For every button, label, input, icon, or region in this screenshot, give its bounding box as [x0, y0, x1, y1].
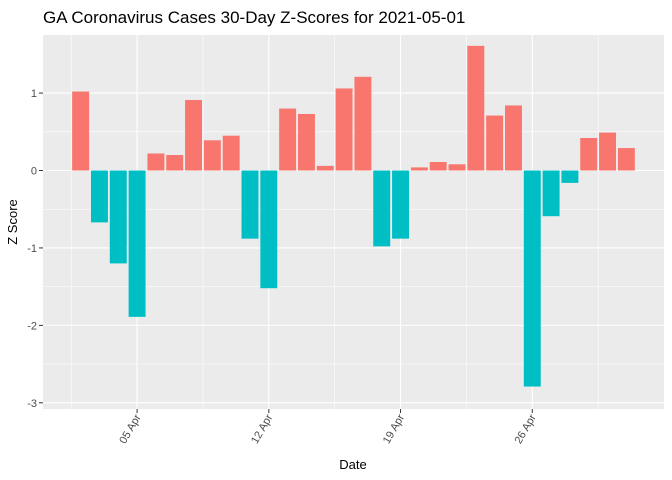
- bars: [72, 45, 635, 387]
- y-tick-label: 0: [31, 166, 37, 178]
- bar: [467, 45, 485, 171]
- bar: [90, 170, 108, 223]
- bar: [241, 170, 259, 239]
- bar: [410, 167, 428, 171]
- x-axis-ticks: 05 Apr 12 Apr 19 Apr 26 Apr: [117, 409, 539, 446]
- bar: [72, 91, 90, 171]
- bar: [523, 170, 541, 387]
- y-tick-label: 1: [31, 88, 37, 100]
- bar: [599, 132, 617, 171]
- bar: [561, 170, 579, 183]
- y-axis-title: Z Score: [5, 199, 20, 245]
- bar: [486, 115, 504, 171]
- chart-title: GA Coronavirus Cases 30-Day Z-Scores for…: [43, 8, 465, 27]
- bar: [354, 76, 372, 171]
- bar: [617, 148, 635, 171]
- bar: [335, 88, 353, 171]
- bar: [429, 161, 447, 171]
- bar: [580, 137, 598, 171]
- bar: [373, 170, 391, 247]
- bar: [448, 164, 466, 171]
- bar: [147, 153, 165, 171]
- bar: [542, 170, 560, 217]
- bar: [392, 170, 410, 239]
- bar: [128, 170, 146, 317]
- y-tick-label: -3: [27, 398, 37, 410]
- bar: [297, 113, 315, 171]
- y-tick-label: -1: [27, 243, 37, 255]
- bar: [109, 170, 127, 264]
- x-tick-label: 26 Apr: [513, 412, 539, 446]
- bar: [279, 108, 297, 171]
- bar: [260, 170, 278, 289]
- bar: [203, 140, 221, 171]
- x-tick-label: 12 Apr: [249, 412, 275, 446]
- bar: [166, 155, 184, 171]
- y-axis-ticks: 1 0 -1 -2 -3: [27, 88, 43, 410]
- bar: [185, 100, 203, 171]
- x-tick-label: 05 Apr: [117, 412, 143, 446]
- bar: [222, 135, 240, 171]
- plot-panel: [43, 35, 664, 409]
- y-tick-label: -2: [27, 320, 37, 332]
- bar: [504, 105, 522, 171]
- bar: [316, 165, 334, 171]
- x-axis-title: Date: [339, 457, 366, 472]
- x-tick-label: 19 Apr: [381, 412, 407, 446]
